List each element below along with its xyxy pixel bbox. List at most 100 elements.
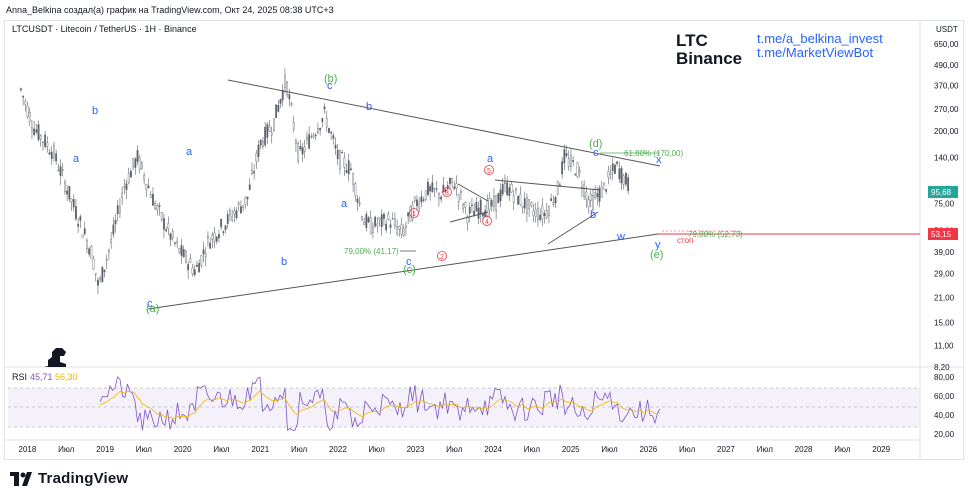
candle-body [286, 81, 289, 96]
wave-b2: b [281, 256, 287, 268]
candle-body [420, 196, 423, 203]
candle-body [515, 188, 517, 191]
candle-body [314, 134, 317, 137]
time-label: 2019 [96, 445, 114, 454]
candle-body [405, 225, 407, 228]
candle-body [301, 147, 304, 155]
candle-body [596, 193, 599, 198]
candle-body [244, 196, 247, 205]
candle-body [605, 189, 608, 192]
candle-body [77, 223, 80, 227]
candle-body [176, 241, 179, 244]
wave-b3: b [366, 101, 372, 113]
candle-body [246, 196, 249, 200]
candle-body [105, 259, 108, 261]
candle-body [154, 203, 157, 209]
rsi-ticks: 80,00 60,00 40,00 20,00 [934, 373, 955, 439]
candle-body [431, 182, 434, 192]
time-label: 2027 [717, 445, 735, 454]
candle-body [521, 205, 524, 208]
candle-body [211, 234, 214, 240]
chart-credit: Anna_Belkina создал(а) график на Trading… [6, 5, 334, 15]
candle-body [83, 228, 86, 235]
candle-body [92, 258, 95, 270]
candle-body [343, 157, 346, 168]
wave-r1: 1 [409, 208, 419, 218]
candle-body [545, 210, 548, 218]
candle-body [26, 105, 29, 118]
time-label: Июл [213, 445, 230, 454]
wave-a2: a [186, 146, 193, 158]
rsi-tick: 40,00 [934, 411, 955, 420]
candle-body [541, 205, 544, 220]
candle-body [61, 169, 64, 171]
candle-body [543, 213, 546, 216]
candle-body [248, 184, 251, 190]
time-label: 2029 [872, 445, 890, 454]
candle-body [163, 218, 165, 230]
telegram-links[interactable]: t.me/a_belkina_invest t.me/MarketViewBot [757, 31, 883, 60]
candle-body [262, 141, 264, 147]
wave-labels-red: 1 2 3 4 5 [409, 165, 494, 261]
candle-body [20, 88, 22, 91]
candle-body [618, 168, 621, 180]
candle-body [339, 150, 341, 169]
candle-body [319, 128, 322, 131]
candle-body [497, 193, 500, 204]
candle-body [603, 182, 605, 185]
candle-body [121, 192, 124, 199]
candle-body [550, 198, 553, 201]
candle-body [295, 140, 297, 144]
candle-body [125, 183, 128, 190]
candle-body [323, 106, 326, 110]
candle-body [317, 128, 319, 134]
wave-b4: b [590, 209, 596, 221]
candle-body [55, 153, 58, 162]
current-price-value: 95,68 [931, 188, 952, 197]
rsi-line [99, 376, 661, 431]
lower-trendline [147, 233, 659, 310]
candle-body [598, 187, 601, 202]
time-label: 2021 [251, 445, 269, 454]
candle-body [270, 132, 273, 136]
candle-body [380, 214, 383, 227]
candle-body [127, 173, 130, 184]
candle-body [627, 177, 630, 191]
mini-trendline-3 [494, 179, 601, 191]
candle-body [528, 199, 531, 210]
stop-word: стоп [677, 236, 693, 245]
wave-labels-green: (a) (b) (c) (d) (e) [146, 73, 663, 315]
candle-body [554, 196, 557, 204]
candle-body [592, 194, 594, 210]
time-label: Июл [136, 445, 153, 454]
price-tick: 21,00 [934, 294, 955, 303]
candle-body [268, 126, 271, 132]
candle-body [174, 242, 176, 244]
svg-text:5: 5 [487, 168, 491, 175]
candle-body [369, 217, 372, 235]
candle-body [53, 145, 55, 158]
candle-body [72, 199, 75, 208]
candle-body [22, 95, 25, 98]
candle-body [477, 207, 480, 219]
mini-trendline-4 [547, 211, 599, 245]
candle-body [275, 104, 278, 118]
candle-body [512, 194, 515, 203]
candle-body [288, 94, 291, 100]
candle-body [94, 273, 97, 275]
candle-body [279, 99, 282, 104]
time-label: Июл [446, 445, 463, 454]
candle-body [587, 199, 590, 207]
candle-body [567, 158, 570, 167]
time-label: Июл [679, 445, 696, 454]
candle-body [347, 160, 350, 175]
candle-body [202, 249, 205, 255]
candle-body [191, 267, 194, 274]
price-tick: 8,20 [934, 363, 950, 372]
candle-body [385, 223, 388, 231]
candle-body [510, 184, 513, 193]
stop-price-tag [928, 228, 958, 240]
candle-body [281, 90, 284, 101]
candle-body [563, 149, 566, 164]
